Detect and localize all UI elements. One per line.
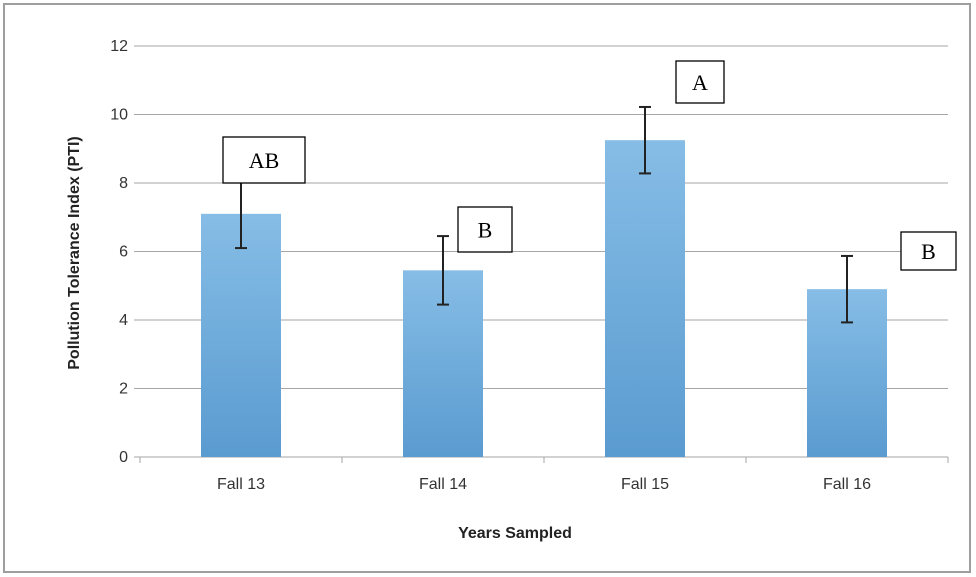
error-bar xyxy=(437,235,449,306)
significance-letter: B xyxy=(921,239,936,264)
x-tick-label: Fall 13 xyxy=(217,476,265,493)
y-axis-ticks: 0 2 4 6 8 10 12 xyxy=(110,38,140,466)
error-bar xyxy=(841,254,853,324)
significance-letter-box: B xyxy=(457,206,513,253)
significance-letter-box: B xyxy=(900,231,957,271)
x-axis-ticks: Fall 13 Fall 14 Fall 15 Fall 16 xyxy=(139,457,949,493)
significance-letter: A xyxy=(692,70,708,95)
y-tick-label: 6 xyxy=(119,244,128,261)
significance-letter: B xyxy=(478,218,493,243)
x-axis-title: Years Sampled xyxy=(458,525,572,542)
error-bars xyxy=(235,105,853,324)
error-bar xyxy=(639,105,651,175)
significance-letter: AB xyxy=(249,148,280,173)
bars xyxy=(201,140,887,457)
y-tick-label: 4 xyxy=(119,312,128,329)
y-tick-label: 2 xyxy=(119,381,128,398)
significance-letter-box: A xyxy=(675,60,725,104)
y-tick-label: 12 xyxy=(110,38,128,55)
y-tick-label: 0 xyxy=(119,449,128,466)
y-axis-title: Pollution Tolerance Index (PTI) xyxy=(66,136,83,370)
x-tick-label: Fall 14 xyxy=(419,476,467,493)
chart-frame xyxy=(3,3,971,573)
y-tick-label: 10 xyxy=(110,107,128,124)
bar xyxy=(605,140,685,457)
x-tick-label: Fall 16 xyxy=(823,476,871,493)
y-tick-label: 8 xyxy=(119,175,128,192)
bar xyxy=(201,213,281,457)
x-tick-label: Fall 15 xyxy=(621,476,669,493)
significance-letter-box: AB xyxy=(222,136,306,184)
